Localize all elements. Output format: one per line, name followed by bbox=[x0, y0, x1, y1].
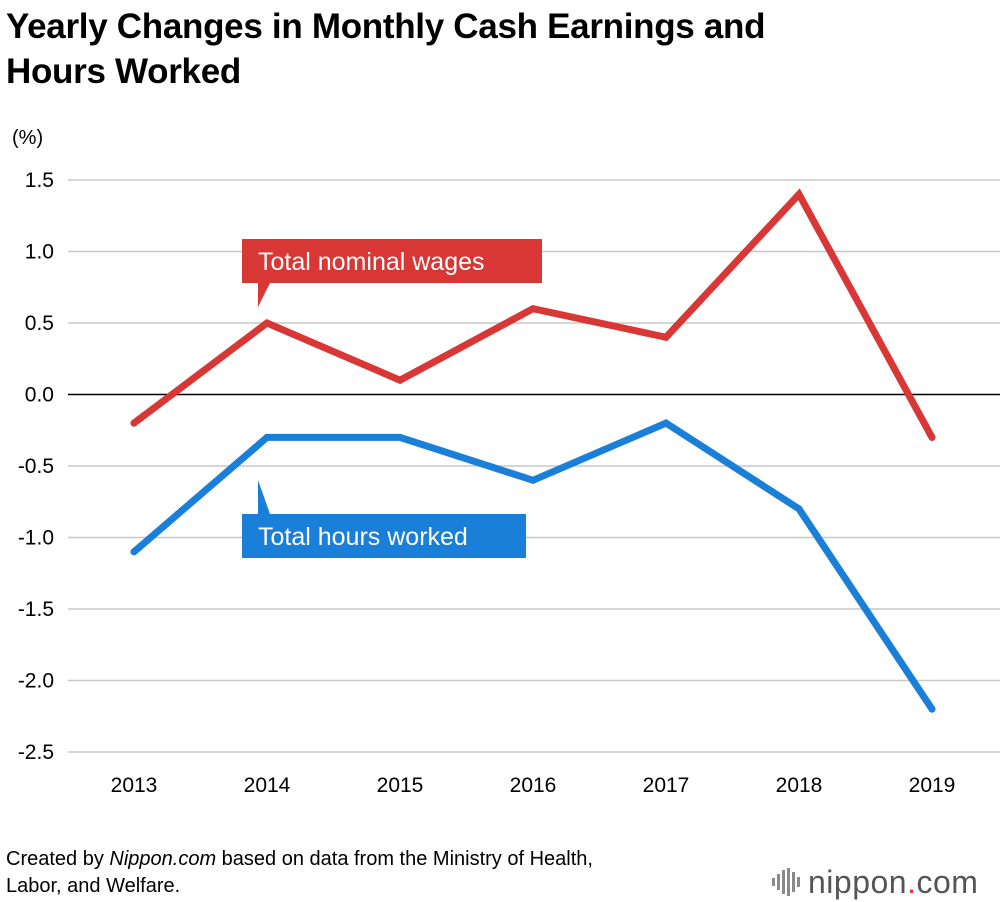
data-point-wages bbox=[130, 419, 138, 427]
data-point-hours bbox=[263, 433, 271, 441]
nippon-logo-wordmark: nippon.com bbox=[808, 862, 978, 902]
data-point-wages bbox=[396, 376, 404, 384]
series-line-wages bbox=[130, 188, 936, 441]
data-point-wages bbox=[928, 433, 936, 441]
data-point-hours bbox=[928, 705, 936, 713]
source-note: Created by Nippon.com based on data from… bbox=[6, 846, 593, 900]
nippon-logo: nippon.com bbox=[772, 862, 1000, 902]
data-point-wages bbox=[662, 333, 670, 341]
source-suffix: based on data from the Ministry of Healt… bbox=[216, 848, 593, 870]
data-point-wages bbox=[529, 305, 537, 313]
y-tick-label: -2.5 bbox=[18, 741, 54, 764]
logo-tld: com bbox=[916, 864, 979, 900]
callout-wages-pointer bbox=[258, 283, 270, 307]
callout-hours-label: Total hours worked bbox=[258, 523, 468, 551]
data-point-wages bbox=[263, 319, 271, 327]
x-tick-label: 2018 bbox=[776, 774, 823, 797]
y-tick-labels: 1.5 1.0 0.5 0.0 -0.5 -1.0 -1.5 -2.0 -2.5 bbox=[18, 169, 54, 764]
y-tick-label: -2.0 bbox=[18, 670, 54, 693]
source-site-name: Nippon.com bbox=[109, 848, 217, 870]
x-tick-label: 2016 bbox=[510, 774, 557, 797]
data-point-hours bbox=[529, 476, 537, 484]
x-tick-label: 2014 bbox=[244, 774, 291, 797]
y-tick-label: 0.5 bbox=[25, 312, 54, 335]
data-point-hours bbox=[662, 419, 670, 427]
callout-hours-box bbox=[242, 514, 526, 558]
x-tick-label: 2013 bbox=[111, 774, 158, 797]
y-tick-label: -1.5 bbox=[18, 598, 54, 621]
grid-lines bbox=[68, 179, 1000, 753]
callout-wages-box bbox=[242, 239, 542, 283]
x-tick-label: 2017 bbox=[643, 774, 690, 797]
x-tick-label: 2019 bbox=[909, 774, 956, 797]
callout-wages: Total nominal wages bbox=[242, 239, 542, 307]
source-prefix: Created by bbox=[6, 848, 110, 870]
y-tick-label: 1.0 bbox=[25, 241, 54, 264]
callout-wages-label: Total nominal wages bbox=[258, 248, 485, 276]
callout-hours: Total hours worked bbox=[242, 480, 526, 558]
x-tick-labels: 2013 2014 2015 2016 2017 2018 2019 bbox=[111, 774, 956, 797]
source-note-line-2: Labor, and Welfare. bbox=[6, 875, 181, 897]
source-note-line-1: Created by Nippon.com based on data from… bbox=[6, 846, 593, 873]
data-point-hours bbox=[130, 548, 138, 556]
y-tick-label: -0.5 bbox=[18, 455, 54, 478]
y-tick-label: 1.5 bbox=[25, 169, 54, 192]
x-tick-label: 2015 bbox=[377, 774, 424, 797]
chart-title-line-1: Yearly Changes in Monthly Cash Earnings … bbox=[6, 7, 766, 46]
logo-dot: . bbox=[907, 864, 917, 900]
y-tick-label: -1.0 bbox=[18, 527, 54, 550]
chart-title: Yearly Changes in Monthly Cash Earnings … bbox=[6, 4, 986, 94]
series-callouts: Total nominal wages Total hours worked bbox=[242, 239, 542, 558]
y-axis-unit-label: (%) bbox=[12, 127, 43, 149]
nippon-logo-mark-icon bbox=[772, 868, 800, 896]
y-tick-label: 0.0 bbox=[25, 384, 54, 407]
series-lines bbox=[130, 188, 936, 713]
data-point-hours bbox=[396, 433, 404, 441]
chart-title-line-2: Hours Worked bbox=[6, 52, 241, 91]
data-point-hours bbox=[795, 505, 803, 513]
line-chart: (%) 1.5 1.0 0.5 0.0 -0.5 -1.0 -1.5 -2.0 -2.5 201… bbox=[12, 127, 1000, 797]
data-point-wages bbox=[795, 190, 803, 198]
callout-hours-pointer bbox=[258, 480, 270, 514]
logo-name: nippon bbox=[808, 864, 908, 900]
